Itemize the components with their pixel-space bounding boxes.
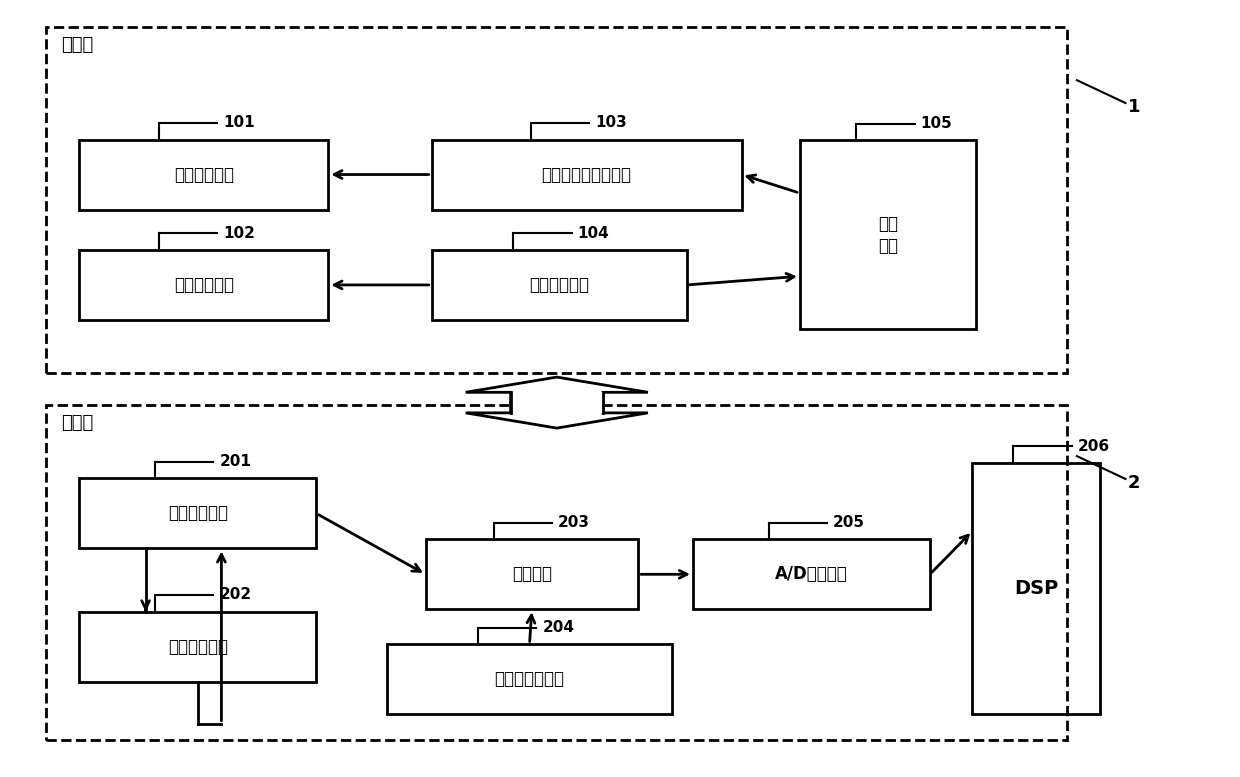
Bar: [432, 250, 687, 320]
Text: 201: 201: [219, 454, 252, 469]
Polygon shape: [466, 402, 649, 428]
Bar: [79, 611, 316, 681]
Bar: [79, 140, 329, 210]
Bar: [800, 141, 976, 329]
Text: 205: 205: [833, 515, 866, 530]
Text: 105: 105: [920, 116, 952, 131]
Bar: [432, 140, 742, 210]
Text: 通讯
端口: 通讯 端口: [878, 214, 898, 255]
Bar: [79, 479, 316, 549]
Text: A/D转换模块: A/D转换模块: [775, 566, 848, 584]
Text: 104: 104: [578, 225, 610, 241]
Text: 2: 2: [1128, 474, 1141, 492]
Text: 信号采集模块: 信号采集模块: [167, 504, 228, 522]
Text: 温度显示模块: 温度显示模块: [174, 166, 234, 183]
Text: 调理电路: 调理电路: [512, 566, 552, 584]
Text: 校准控制模块: 校准控制模块: [167, 638, 228, 656]
Text: 103: 103: [595, 115, 627, 131]
Bar: [972, 463, 1100, 714]
Text: 下位机: 下位机: [61, 414, 93, 432]
Text: 精密参考电压源: 精密参考电压源: [495, 671, 564, 688]
Text: 204: 204: [542, 620, 574, 635]
Text: 203: 203: [558, 515, 590, 530]
Text: 206: 206: [1078, 439, 1110, 454]
Bar: [79, 250, 329, 320]
Bar: [693, 539, 930, 609]
Text: 101: 101: [223, 115, 255, 131]
Text: DSP: DSP: [1014, 580, 1058, 598]
Text: 102: 102: [223, 225, 255, 241]
Text: 上位机: 上位机: [61, 36, 93, 54]
Bar: [511, 392, 603, 413]
Bar: [425, 539, 639, 609]
Bar: [387, 644, 672, 714]
Text: 1: 1: [1128, 98, 1141, 116]
Text: 滤波及信号处理模块: 滤波及信号处理模块: [542, 166, 631, 183]
Text: 202: 202: [219, 587, 252, 602]
Text: 参数设置模块: 参数设置模块: [529, 276, 589, 294]
Text: 温度存储模块: 温度存储模块: [174, 276, 234, 294]
Polygon shape: [466, 377, 649, 402]
